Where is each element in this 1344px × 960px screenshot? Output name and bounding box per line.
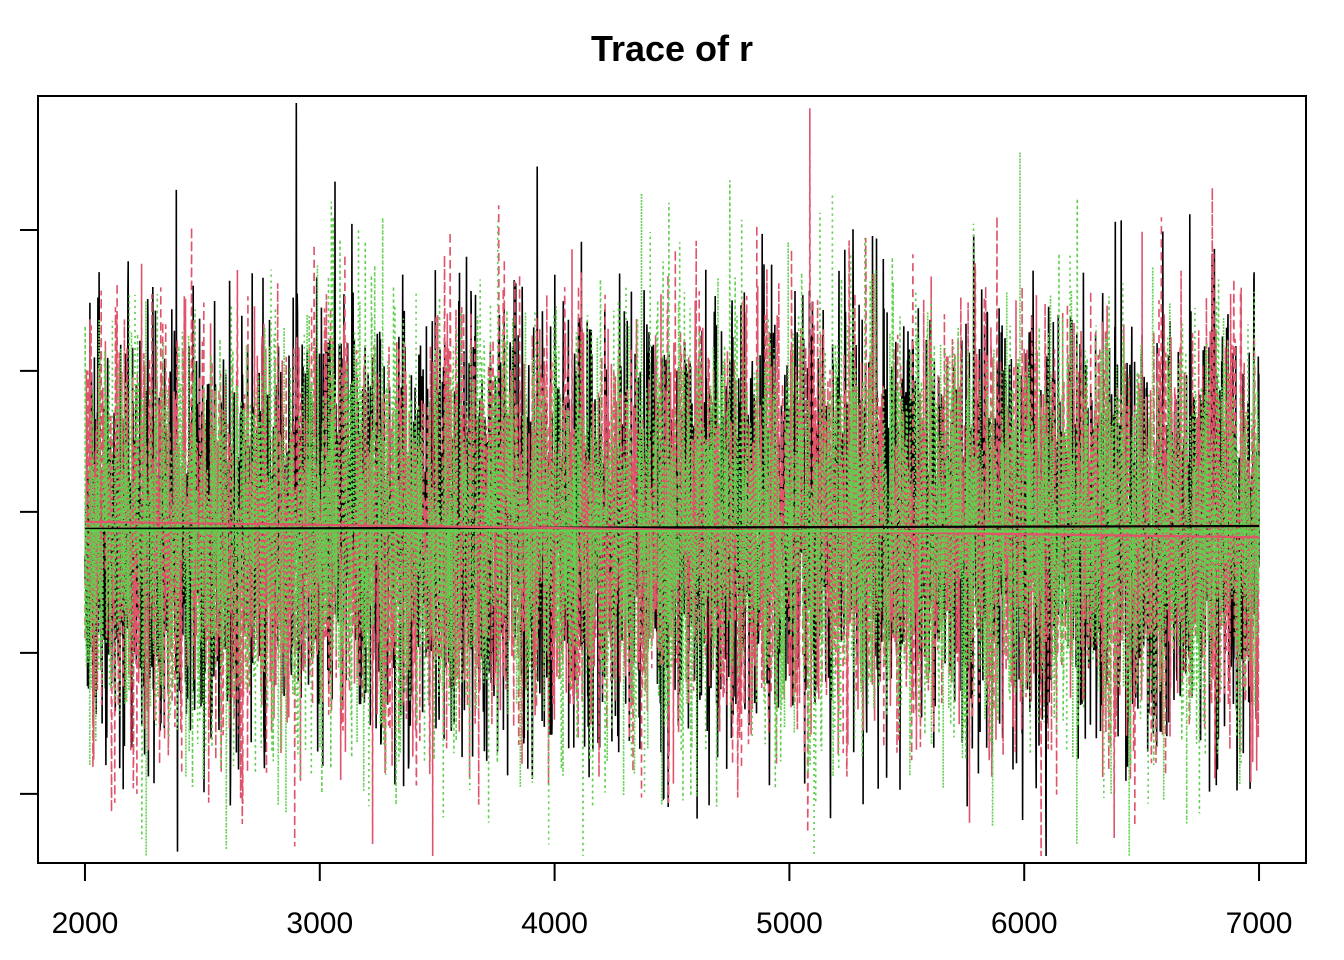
x-axis: 2000 3000 4000 5000 6000 7000 [52,862,1293,940]
x-tick-label: 7000 [1226,907,1293,940]
x-tick-label: 3000 [286,907,353,940]
smooth-chain-1 [84,524,1260,530]
smooth-chain-3 [84,529,1260,533]
trace-chain-3 [84,151,1260,857]
x-tick-label: 6000 [991,907,1058,940]
x-tick-label: 4000 [521,907,588,940]
x-tick-label: 2000 [52,907,119,940]
smooth-layer [84,520,1260,539]
chart-title: Trace of r [591,28,753,69]
x-tick-label: 5000 [756,907,823,940]
smooth-chain-2 [84,520,1260,539]
series-layer [84,102,1260,857]
y-axis [20,228,38,795]
